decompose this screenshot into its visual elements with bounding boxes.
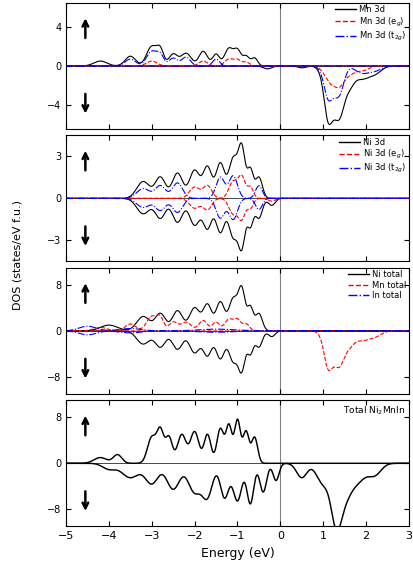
- Legend: Mn 3d, Mn 3d (e$_g$), Mn 3d (t$_{2g}$): Mn 3d, Mn 3d (e$_g$), Mn 3d (t$_{2g}$): [334, 5, 407, 44]
- Legend: Ni total, Mn total, In total: Ni total, Mn total, In total: [347, 269, 407, 301]
- Legend: Ni 3d, Ni 3d (e$_g$), Ni 3d (t$_{2g}$): Ni 3d, Ni 3d (e$_g$), Ni 3d (t$_{2g}$): [338, 137, 407, 177]
- Text: DOS (states/eV f.u.): DOS (states/eV f.u.): [12, 200, 22, 310]
- Text: Total Ni$_2$MnIn: Total Ni$_2$MnIn: [343, 404, 406, 417]
- X-axis label: Energy (eV): Energy (eV): [201, 547, 274, 560]
